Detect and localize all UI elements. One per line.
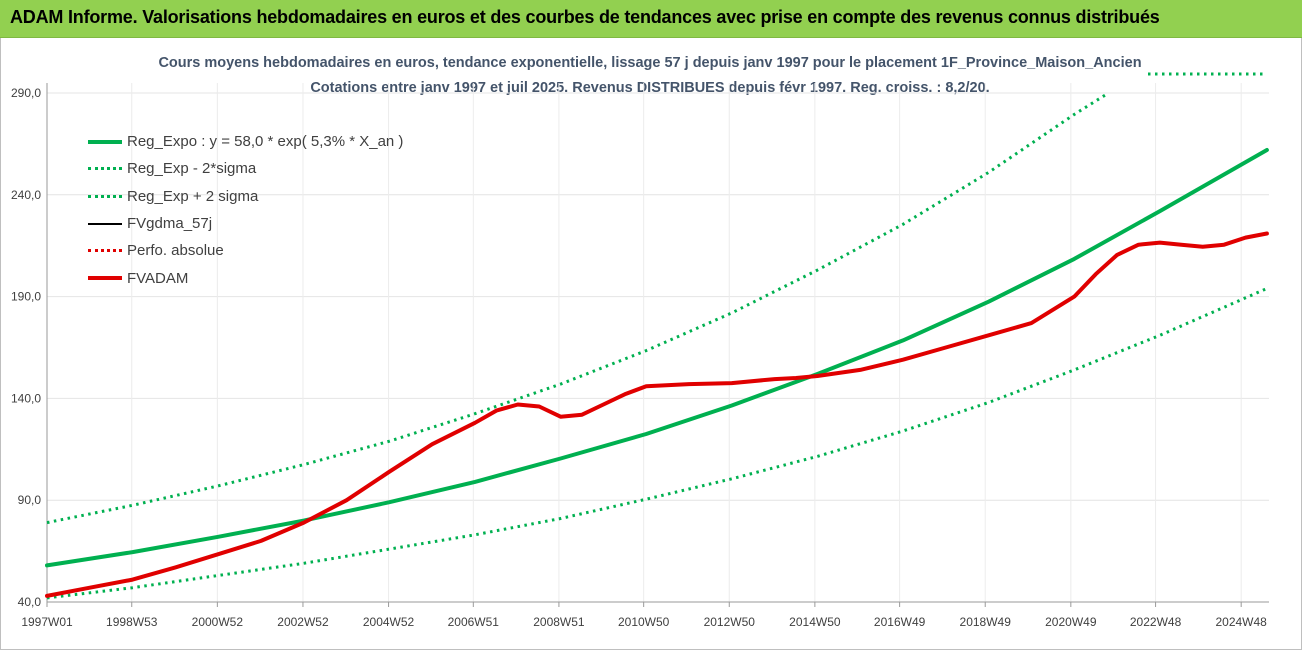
x-tick-label: 2024W48 — [1215, 615, 1267, 629]
series-line-5 — [45, 231, 1269, 598]
series-line-2 — [46, 91, 1110, 525]
x-tick-label: 1998W53 — [106, 615, 158, 629]
x-tick-label: 2020W49 — [1045, 615, 1097, 629]
legend-swatch — [88, 249, 122, 253]
legend-item: Reg_Expo : y = 58,0 * exp( 5,3% * X_an ) — [88, 128, 403, 155]
axes — [46, 83, 1269, 607]
y-tick-label: 40,0 — [18, 595, 42, 609]
legend-label: FVADAM — [127, 269, 189, 287]
legend-item: Perfo. absolue — [88, 237, 403, 264]
y-tick-label: 290,0 — [11, 86, 41, 100]
y-tick-label: 240,0 — [11, 188, 41, 202]
x-tick-labels: 1997W01 1998W53 2000W52 2002W52 2004W52 2006W… — [21, 615, 1267, 629]
y-tick-label: 90,0 — [18, 493, 42, 507]
x-tick-label: 2004W52 — [363, 615, 415, 629]
legend-label: Perfo. absolue — [127, 242, 224, 260]
x-tick-label: 2002W52 — [277, 615, 329, 629]
x-tick-label: 2006W51 — [448, 615, 500, 629]
chart-subtitle: Cotations entre janv 1997 et juil 2025. … — [310, 80, 990, 96]
x-tick-label: 2010W50 — [618, 615, 670, 629]
x-tick-label: 2012W50 — [704, 615, 756, 629]
x-tick-label: 2014W50 — [789, 615, 841, 629]
banner-title: ADAM Informe. Valorisations hebdomadaire… — [10, 7, 1160, 27]
x-tick-label: 2016W49 — [874, 615, 926, 629]
legend-swatch — [88, 276, 122, 281]
y-tick-label: 190,0 — [11, 290, 41, 304]
x-tick-label: 2022W48 — [1130, 615, 1182, 629]
legend-swatch — [88, 194, 122, 198]
title-banner: ADAM Informe. Valorisations hebdomadaire… — [0, 0, 1302, 38]
y-tick-label: 140,0 — [11, 391, 41, 405]
legend-item: FVgdma_57j — [88, 210, 403, 237]
x-tick-label: 2000W52 — [192, 615, 244, 629]
series-lines — [45, 72, 1269, 600]
chart-legend: Reg_Expo : y = 58,0 * exp( 5,3% * X_an )… — [88, 128, 403, 292]
legend-label: Reg_Exp + 2 sigma — [127, 187, 259, 205]
legend-label: Reg_Exp - 2*sigma — [127, 160, 257, 178]
legend-item: Reg_Exp + 2 sigma — [88, 183, 403, 210]
x-tick-label: 1997W01 — [21, 615, 73, 629]
legend-swatch — [88, 139, 122, 144]
legend-label: Reg_Expo : y = 58,0 * exp( 5,3% * X_an ) — [127, 133, 404, 151]
legend-item: Reg_Exp - 2*sigma — [88, 155, 403, 182]
legend-label: FVgdma_57j — [127, 215, 213, 233]
y-tick-labels: 40,0 90,0 140,0 190,0 240,0 290,0 — [11, 86, 41, 609]
x-tick-label: 2008W51 — [533, 615, 585, 629]
chart-title: Cours moyens hebdomadaires en euros, ten… — [158, 55, 1142, 71]
legend-swatch — [88, 222, 122, 225]
x-tick-label: 2018W49 — [960, 615, 1012, 629]
legend-swatch — [88, 167, 122, 171]
legend-item: FVADAM — [88, 264, 403, 291]
series-line-0 — [45, 148, 1269, 568]
